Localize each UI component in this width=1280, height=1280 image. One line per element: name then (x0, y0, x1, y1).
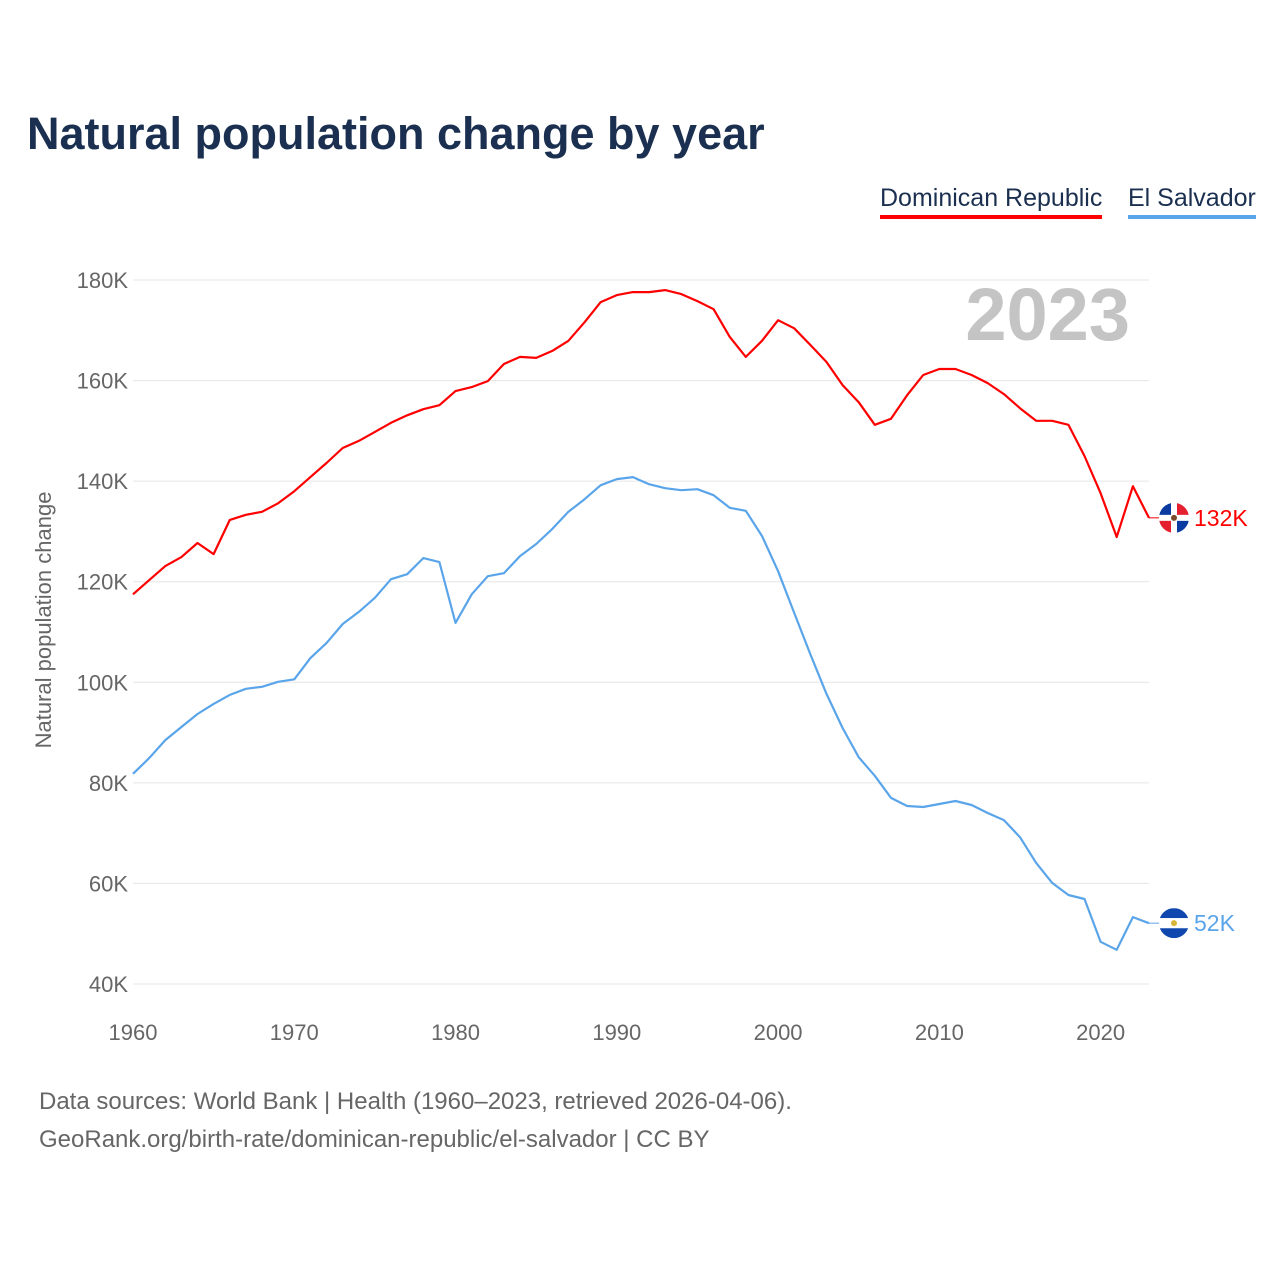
x-tick-label: 1990 (592, 1020, 641, 1045)
flag-body (1159, 502, 1189, 533)
y-tick-label: 100K (77, 670, 129, 695)
series-line-el-salvador (132, 476, 1150, 951)
y-tick-label: 60K (89, 871, 128, 896)
x-tick-label: 1970 (270, 1020, 319, 1045)
y-axis-label: Natural population change (31, 492, 56, 749)
legend-el-salvador[interactable]: El Salvador (1128, 184, 1256, 219)
flag-el-salvador-icon (1159, 908, 1189, 939)
y-tick-label: 80K (89, 771, 128, 796)
year-annotation: 2023 (965, 273, 1130, 356)
x-tick-label: 1980 (431, 1020, 480, 1045)
x-tick-label: 2020 (1076, 1020, 1125, 1045)
y-tick-label: 140K (77, 469, 129, 494)
flag-quarter (1177, 520, 1189, 533)
flag-stripe (1159, 928, 1189, 939)
x-tick-label: 2000 (754, 1020, 803, 1045)
flag-dominican-republic-icon (1159, 502, 1189, 533)
y-tick-label: 40K (89, 972, 128, 997)
chart-title: Natural population change by year (27, 108, 765, 159)
series-line-dominican-republic (132, 289, 1150, 596)
flag-stripe (1159, 908, 1189, 919)
flag-body (1159, 908, 1189, 939)
end-value-label: 52K (1194, 910, 1236, 936)
x-tick-label: 2010 (915, 1020, 964, 1045)
flag-quarter (1159, 520, 1171, 533)
x-tick-label: 1960 (109, 1020, 158, 1045)
y-tick-label: 160K (77, 369, 129, 394)
flag-emblem (1171, 514, 1177, 521)
flag-quarter (1177, 502, 1189, 515)
end-value-label: 132K (1194, 505, 1248, 531)
legend-dominican-republic[interactable]: Dominican Republic (880, 184, 1103, 219)
y-tick-label: 180K (77, 268, 129, 293)
flag-emblem (1171, 920, 1177, 927)
flag-quarter (1159, 502, 1171, 515)
y-tick-label: 120K (77, 570, 129, 595)
footer-sources: Data sources: World Bank | Health (1960–… (39, 1088, 792, 1115)
footer-link[interactable]: GeoRank.org/birth-rate/dominican-republi… (39, 1126, 710, 1153)
